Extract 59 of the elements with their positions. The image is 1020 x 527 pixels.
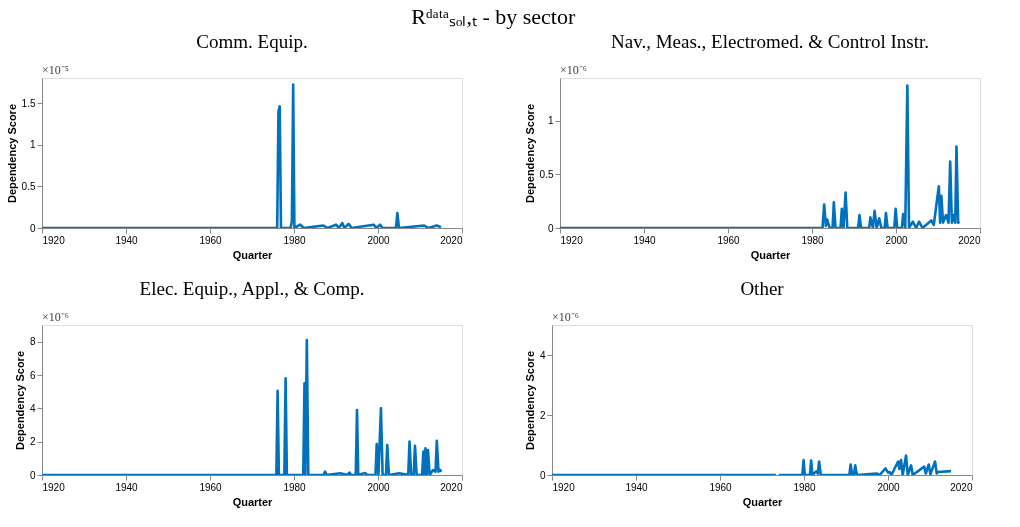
y-tick-label: 0 [539, 469, 546, 481]
x-tick-label: 1980 [801, 234, 825, 246]
x-tick-label: 1980 [283, 481, 307, 493]
x-tick-label: 1920 [560, 234, 584, 246]
x-tick-label: 2000 [885, 234, 909, 246]
x-tick-label: 2020 [950, 481, 973, 493]
x-tick-label: 1940 [115, 481, 139, 493]
x-tick-label: 1960 [199, 481, 223, 493]
x-tick-label: 1940 [625, 481, 649, 493]
y-tick-label: 0 [547, 222, 554, 234]
y-tick-label: 4 [29, 402, 36, 414]
y-tick-label: 1.5 [21, 97, 36, 109]
x-tick-label: 2000 [367, 234, 391, 246]
chart-subtitle: Elec. Equip., Appl., & Comp. [139, 278, 365, 299]
y-axis-title: Dependency Score [13, 350, 26, 451]
x-tick-label: 1920 [42, 234, 66, 246]
x-tick-label: 2000 [367, 481, 391, 493]
x-tick-label: 1980 [283, 234, 307, 246]
x-axis-title: Quarter [232, 495, 274, 508]
text: ×10⁻⁶ [560, 63, 587, 77]
x-tick-label: 2020 [440, 481, 463, 493]
y-axis-title: Dependency Score [523, 103, 536, 204]
y-tick-label: 6 [29, 369, 36, 381]
x-tick-label: 2020 [958, 234, 981, 246]
y-axis-title: Dependency Score [5, 103, 18, 204]
chart-subtitle: Comm. Equip. [196, 31, 308, 52]
x-tick-label: 1920 [552, 481, 576, 493]
chart-subtitle: Nav., Meas., Electromed. & Control Instr. [610, 31, 930, 52]
line-series [42, 338, 443, 475]
chart-title: Rᵈᵃᵗᵃₛₒₗ,ₜ - by sector [411, 3, 576, 29]
y-tick-label: 0 [29, 222, 36, 234]
x-tick-label: 1960 [199, 234, 223, 246]
text: ×10⁻⁶ [42, 310, 69, 324]
line-series [42, 83, 443, 228]
x-axis-title: Quarter [750, 248, 792, 261]
y-tick-label: 1 [29, 139, 36, 151]
y-tick-label: 8 [29, 336, 36, 348]
y-tick-label: 1 [547, 115, 554, 127]
x-tick-label: 1960 [717, 234, 741, 246]
x-tick-label: 1940 [115, 234, 139, 246]
y-tick-label: 2 [29, 436, 36, 448]
chart-subtitle: Other [740, 278, 785, 299]
text: ×10⁻⁵ [42, 63, 69, 77]
y-tick-label: 2 [539, 409, 546, 421]
x-axis-title: Quarter [232, 248, 274, 261]
y-tick-label: 4 [539, 349, 546, 361]
x-tick-label: 2000 [877, 481, 901, 493]
x-tick-label: 1960 [709, 481, 733, 493]
x-tick-label: 2020 [440, 234, 463, 246]
line-series [560, 84, 961, 228]
x-tick-label: 1980 [793, 481, 817, 493]
y-axis-title: Dependency Score [523, 350, 536, 451]
y-tick-label: 0.5 [539, 168, 554, 180]
x-tick-label: 1920 [42, 481, 66, 493]
y-tick-label: 0.5 [21, 180, 36, 192]
text: ×10⁻⁶ [552, 310, 579, 324]
y-tick-label: 0 [29, 469, 36, 481]
x-axis-title: Quarter [742, 495, 784, 508]
x-tick-label: 1940 [633, 234, 657, 246]
